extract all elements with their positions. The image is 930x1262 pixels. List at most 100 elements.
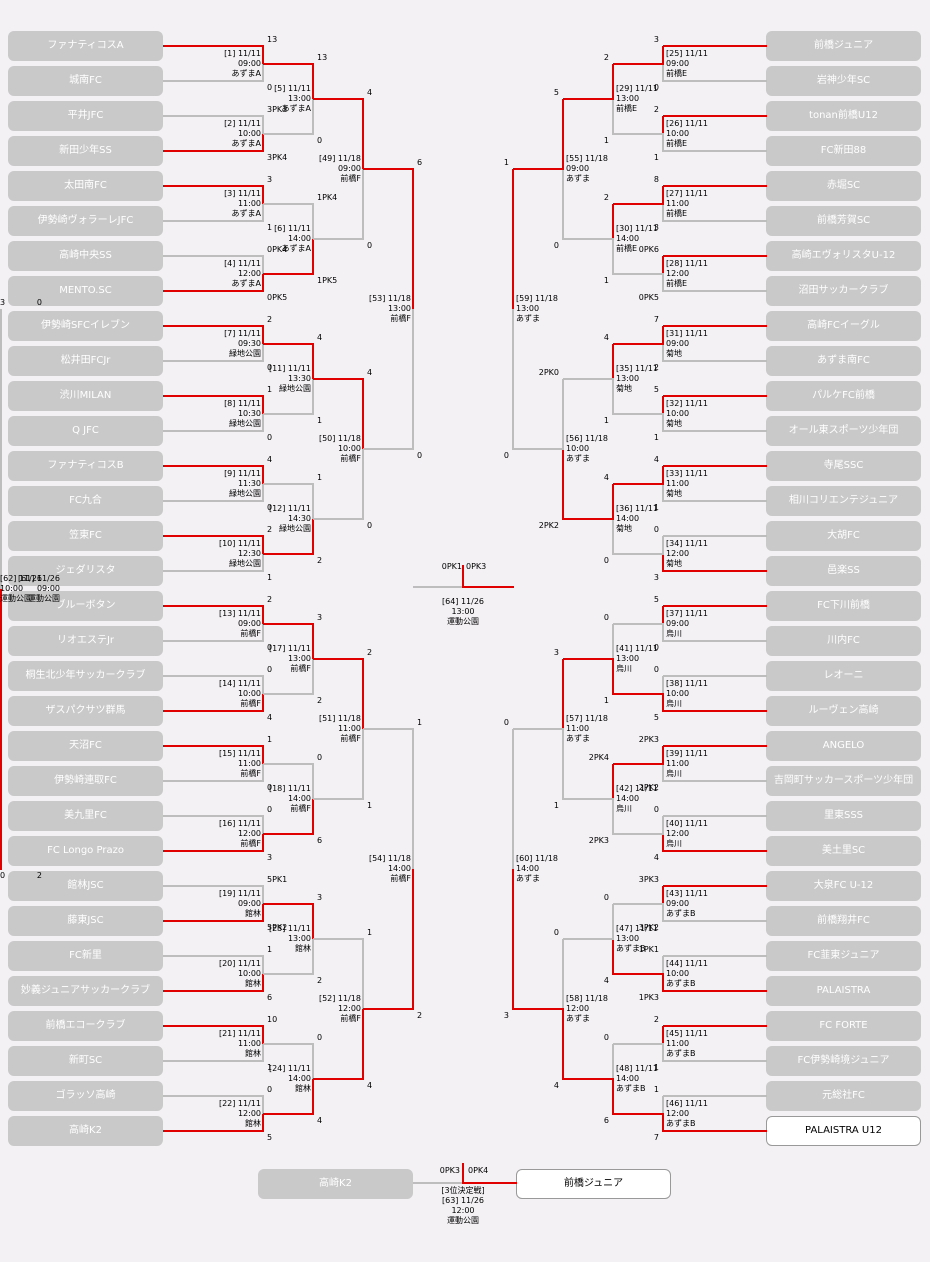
team-right[interactable]: 寺尾SSC — [766, 451, 921, 481]
team-right[interactable]: FC韮東ジュニア — [766, 941, 921, 971]
team-left[interactable]: ファナティコスB — [8, 451, 163, 481]
team-right[interactable]: 川内FC — [766, 626, 921, 656]
match-info-line: [15] 11/11 — [218, 749, 261, 758]
team-right[interactable]: FC伊勢崎境ジュニア — [766, 1046, 921, 1076]
team-right[interactable]: PALAISTRA U12 — [766, 1116, 921, 1146]
match-score-bottom: 2PK3 — [588, 836, 609, 845]
team-right[interactable]: あずま南FC — [766, 346, 921, 376]
match-info-line: [54] 11/18 — [368, 854, 411, 863]
team-left[interactable]: 笠東FC — [8, 521, 163, 551]
team-left[interactable]: ゴラッソ高崎 — [8, 1081, 163, 1111]
team-left[interactable]: 新田少年SS — [8, 136, 163, 166]
team-right[interactable]: ANGELO — [766, 731, 921, 761]
team-left[interactable]: 伊勢崎ヴォラーレJFC — [8, 206, 163, 236]
team-right[interactable]: 美土里SC — [766, 836, 921, 866]
bracket-line — [662, 274, 664, 292]
team-right[interactable]: FC下川前橋 — [766, 591, 921, 621]
match-score-bottom: 2 — [417, 1011, 423, 1020]
team-left[interactable]: 城南FC — [8, 66, 163, 96]
match-score-top: 2 — [603, 193, 609, 202]
team-left[interactable]: リオエステJr — [8, 626, 163, 656]
team-right[interactable]: 高崎エヴォリスタU-12 — [766, 241, 921, 271]
team-right[interactable]: レオーニ — [766, 661, 921, 691]
team-left[interactable]: 前橋エコークラブ — [8, 1011, 163, 1041]
team-right[interactable]: 前橋ジュニア — [766, 31, 921, 61]
team-left[interactable]: 天沼FC — [8, 731, 163, 761]
team-right[interactable]: 邑楽SS — [766, 556, 921, 586]
team-right[interactable]: 大泉FC U-12 — [766, 871, 921, 901]
team-left[interactable]: Q JFC — [8, 416, 163, 446]
match-info: [59] 11/18 13:00 あずま — [516, 294, 576, 324]
team-left[interactable]: 高崎K2 — [8, 1116, 163, 1146]
team-right[interactable]: tonan前橋U12 — [766, 101, 921, 131]
team-left[interactable]: 館林JSC — [8, 871, 163, 901]
team-left[interactable]: 松井田FCJr — [8, 346, 163, 376]
team-left[interactable]: 渋川MILAN — [8, 381, 163, 411]
match-score-top: 4 — [653, 455, 659, 464]
team-left[interactable]: 美九里FC — [8, 801, 163, 831]
match-info-line: 10:00 — [237, 969, 261, 978]
match-info: [37] 11/11 09:00 烏川 — [666, 609, 726, 639]
team-left[interactable]: 伊勢崎連取FC — [8, 766, 163, 796]
team-right[interactable]: 前橋翔井FC — [766, 906, 921, 936]
team-left[interactable]: 太田南FC — [8, 171, 163, 201]
team-right[interactable]: FC FORTE — [766, 1011, 921, 1041]
team-right[interactable]: 大胡FC — [766, 521, 921, 551]
team-left[interactable]: ブルーボタン — [8, 591, 163, 621]
team-right[interactable]: 里東SSS — [766, 801, 921, 831]
match-info: [51] 11/18 11:00 前橋F — [301, 714, 361, 744]
third-place-team-left[interactable]: 高崎K2 — [258, 1169, 413, 1199]
team-right[interactable]: 元総社FC — [766, 1081, 921, 1111]
team-left[interactable]: FC九合 — [8, 486, 163, 516]
team-right[interactable]: 岩神少年SC — [766, 66, 921, 96]
bracket-line — [663, 920, 767, 922]
team-right[interactable]: ルーヴェン高崎 — [766, 696, 921, 726]
match-info-line: 14:00 — [616, 514, 640, 523]
team-left[interactable]: ファナティコスA — [8, 31, 163, 61]
bracket-line — [662, 414, 664, 432]
match-info-line: 14:00 — [287, 1074, 311, 1083]
bracket-line — [363, 728, 414, 730]
team-right[interactable]: 沼田サッカークラブ — [766, 276, 921, 306]
third-place-team-right[interactable]: 前橋ジュニア — [516, 1169, 671, 1199]
team-right[interactable]: PALAISTRA — [766, 976, 921, 1006]
match-score-bottom: 3 — [653, 573, 659, 582]
team-left[interactable]: ジェダリスタ — [8, 556, 163, 586]
bracket-line — [663, 150, 767, 152]
bracket-line — [262, 834, 264, 852]
match-info-line: 緑地公園 — [229, 349, 261, 358]
match-info-line: あずまA — [231, 279, 261, 288]
bracket-line — [613, 693, 664, 695]
bracket-line — [662, 46, 664, 65]
team-right[interactable]: パルケFC前橋 — [766, 381, 921, 411]
team-left[interactable]: 藤東JSC — [8, 906, 163, 936]
match-info: [8] 11/11 10:30 緑地公園 — [201, 399, 261, 429]
match-info-line: 12:00 — [666, 549, 690, 558]
match-info-line: [9] 11/11 — [224, 469, 261, 478]
team-left[interactable]: ザスパクサツ群馬 — [8, 696, 163, 726]
team-right[interactable]: 高崎FCイーグル — [766, 311, 921, 341]
team-right[interactable]: 前橋芳賀SC — [766, 206, 921, 236]
team-left[interactable]: MENTO.SC — [8, 276, 163, 306]
team-right[interactable]: 吉岡町サッカースポーツ少年団 — [766, 766, 921, 796]
match-score-top: 1 — [367, 928, 373, 937]
team-left[interactable]: FC Longo Prazo — [8, 836, 163, 866]
match-score-bottom: 5 — [267, 1133, 273, 1142]
match-info: [39] 11/11 11:00 烏川 — [666, 749, 726, 779]
team-left[interactable]: 平井JFC — [8, 101, 163, 131]
team-left[interactable]: 高崎中央SS — [8, 241, 163, 271]
team-left[interactable]: 桐生北少年サッカークラブ — [8, 661, 163, 691]
team-right[interactable]: 相川コリエンテジュニア — [766, 486, 921, 516]
bracket-line — [663, 780, 767, 782]
team-left[interactable]: 新町SC — [8, 1046, 163, 1076]
team-right[interactable]: オール東スポーツ少年団 — [766, 416, 921, 446]
team-right[interactable]: FC新田88 — [766, 136, 921, 166]
match-info: [6] 11/11 14:00 あずまA — [251, 224, 311, 254]
team-left[interactable]: 伊勢崎SFCイレブン — [8, 311, 163, 341]
bracket-line — [163, 185, 264, 187]
team-left[interactable]: FC新里 — [8, 941, 163, 971]
team-right[interactable]: 赤堀SC — [766, 171, 921, 201]
team-left[interactable]: 妙義ジュニアサッカークラブ — [8, 976, 163, 1006]
bracket-line — [163, 570, 264, 572]
match-info-line: [41] 11/11 — [616, 644, 659, 653]
